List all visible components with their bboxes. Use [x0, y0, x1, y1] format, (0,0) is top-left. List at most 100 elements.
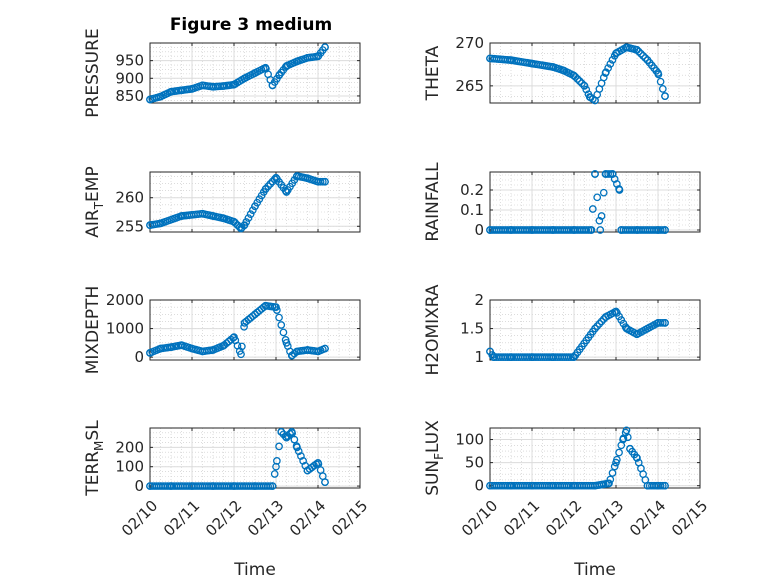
data-point: [549, 63, 557, 71]
ylabel-rest: SL: [83, 420, 103, 441]
data-series: [486, 170, 669, 234]
data-point: [622, 324, 631, 333]
data-series: [146, 43, 329, 104]
data-point: [656, 319, 665, 327]
data-point: [486, 226, 494, 234]
data-point: [321, 344, 329, 353]
data-point: [599, 188, 608, 197]
ylabel-rest: LUX: [423, 420, 443, 453]
data-point: [528, 353, 536, 361]
data-series: [146, 428, 329, 490]
data-point: [656, 481, 665, 490]
data-point: [612, 49, 620, 58]
data-point: [209, 346, 217, 354]
figure-title: Figure 3 medium: [170, 15, 332, 35]
y-axis-label: THETA: [423, 45, 443, 101]
subplot-air-temp: 255 260 AIRTEMP: [83, 166, 361, 238]
data-point: [559, 66, 568, 75]
data-series: [146, 301, 329, 360]
data-point: [167, 482, 175, 490]
data-point: [231, 219, 240, 227]
data-point: [275, 313, 283, 322]
data-point: [549, 226, 557, 234]
data-point: [587, 226, 596, 234]
data-point: [606, 170, 615, 178]
data-point: [591, 481, 599, 490]
data-point: [248, 206, 257, 215]
data-point: [287, 428, 296, 436]
subplot-rainfall: 0 0.1 0.2 RAINFALL: [423, 162, 701, 242]
data-point: [321, 43, 329, 52]
data-point: [633, 454, 641, 462]
data-point: [177, 341, 186, 349]
data-point: [237, 350, 245, 359]
data-point: [198, 81, 207, 90]
data-point: [605, 479, 613, 488]
data-series: [146, 172, 329, 233]
y-tick-label: 0: [474, 221, 484, 239]
data-point: [321, 177, 329, 186]
ylabel-subscript: T: [92, 201, 106, 210]
data-point: [584, 226, 593, 234]
data-point: [272, 173, 280, 182]
data-point: [591, 324, 599, 333]
data-point: [240, 319, 249, 327]
data-point: [156, 92, 165, 101]
data-point: [643, 481, 652, 490]
data-point: [622, 43, 631, 52]
axes-box: [149, 42, 361, 104]
data-point: [177, 86, 186, 95]
data-point: [230, 482, 238, 490]
data-point: [617, 226, 626, 234]
data-point: [146, 95, 154, 104]
data-point: [156, 344, 165, 353]
data-point: [570, 226, 578, 234]
data-point: [656, 77, 665, 86]
data-point: [219, 214, 228, 223]
data-point: [606, 475, 615, 484]
data-point: [303, 466, 312, 475]
data-point: [266, 180, 275, 188]
data-point: [661, 92, 669, 100]
data-point: [268, 81, 277, 90]
data-point: [251, 310, 259, 319]
data-point: [588, 205, 597, 213]
data-point: [303, 346, 312, 354]
y-tick-label: 255: [115, 217, 144, 235]
data-point: [198, 209, 207, 218]
axes-box: [149, 171, 361, 233]
data-point: [272, 303, 280, 311]
y-tick-label: 900: [115, 69, 144, 87]
y-tick-label: 50: [465, 454, 484, 472]
data-point: [303, 174, 312, 183]
data-point: [595, 216, 604, 225]
data-point: [634, 47, 643, 56]
data-point: [601, 69, 610, 77]
data-point: [601, 313, 610, 321]
data-point: [639, 52, 647, 60]
data-point: [637, 49, 645, 58]
data-point: [272, 462, 280, 471]
subplot-h2omixra: 1 1.5 2 H2OMIXRA: [423, 284, 701, 376]
data-point: [622, 426, 631, 435]
data-point: [293, 347, 301, 356]
ylabel-subscript: F: [432, 453, 446, 460]
y-tick-label: 100: [455, 431, 484, 449]
y-axis-label: AIRTEMP: [83, 166, 106, 237]
data-point: [266, 482, 275, 490]
data-point: [593, 193, 602, 202]
data-point: [314, 347, 322, 356]
data-point: [279, 328, 288, 337]
y-tick-label: 0: [134, 477, 144, 495]
ylabel-rest: EMP: [83, 166, 103, 202]
data-point: [610, 462, 619, 471]
data-point: [604, 170, 612, 178]
y-tick-label: 0: [474, 477, 484, 495]
data-point: [606, 60, 615, 68]
y-tick-label: 2: [474, 291, 484, 309]
data-point: [293, 57, 301, 66]
data-point: [282, 433, 291, 442]
data-point: [282, 339, 291, 347]
